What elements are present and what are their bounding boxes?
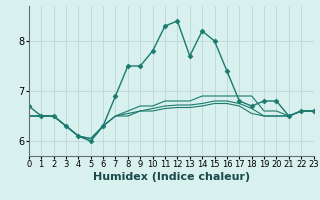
X-axis label: Humidex (Indice chaleur): Humidex (Indice chaleur): [92, 172, 250, 182]
